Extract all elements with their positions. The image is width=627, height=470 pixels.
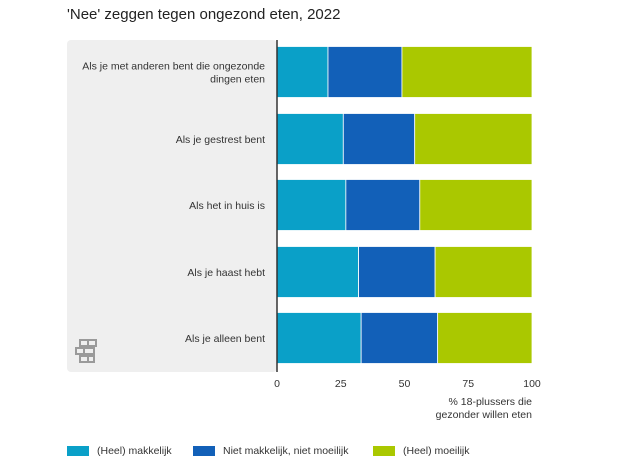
- legend-swatch-1: [193, 446, 215, 456]
- chart-title: 'Nee' zeggen tegen ongezond eten, 2022: [67, 6, 341, 23]
- bar-1-series-1: [342, 113, 416, 165]
- bar-4-series-1: [360, 312, 439, 364]
- x-tick-label-2: 50: [399, 378, 411, 390]
- category-label-4: Als je alleen bent: [185, 333, 265, 345]
- legend-label-2: (Heel) moeilijk: [403, 445, 470, 457]
- bar-3-series-0: [276, 246, 359, 298]
- legend-label-1: Niet makkelijk, niet moeilijk: [223, 445, 349, 457]
- legend-swatch-2: [373, 446, 395, 456]
- category-label-3: Als je haast hebt: [187, 267, 265, 279]
- bar-4-series-0: [276, 312, 362, 364]
- bar-2-series-1: [345, 179, 421, 231]
- legend-label-0: (Heel) makkelijk: [97, 445, 172, 457]
- bar-0-series-1: [327, 46, 403, 98]
- bar-3-series-2: [434, 246, 533, 298]
- category-label-2: Als het in huis is: [189, 200, 265, 212]
- legend-item-0: (Heel) makkelijk: [67, 443, 172, 459]
- bar-2-series-0: [276, 179, 347, 231]
- category-label-0: Als je met anderen bent die ongezonde din…: [82, 61, 265, 86]
- legend-swatch-0: [67, 446, 89, 456]
- x-axis-label: % 18-plussers die gezonder willen eten: [436, 396, 532, 421]
- x-tick-label-1: 25: [335, 378, 347, 390]
- bar-3-series-1: [358, 246, 436, 298]
- category-panel-background: [67, 40, 277, 372]
- bar-0-series-2: [401, 46, 533, 98]
- legend-item-1: Niet makkelijk, niet moeilijk: [193, 443, 348, 459]
- bar-1-series-2: [414, 113, 533, 165]
- bar-1-series-0: [276, 113, 344, 165]
- bar-0-series-0: [276, 46, 329, 98]
- x-tick-label-0: 0: [274, 378, 280, 390]
- x-tick-label-4: 100: [523, 378, 541, 390]
- cbs-logo-icon: [75, 339, 97, 363]
- bar-2-series-2: [419, 179, 533, 231]
- legend-item-2: (Heel) moeilijk: [373, 443, 470, 459]
- x-tick-label-3: 75: [462, 378, 474, 390]
- category-label-1: Als je gestrest bent: [176, 134, 265, 146]
- bar-4-series-2: [437, 312, 533, 364]
